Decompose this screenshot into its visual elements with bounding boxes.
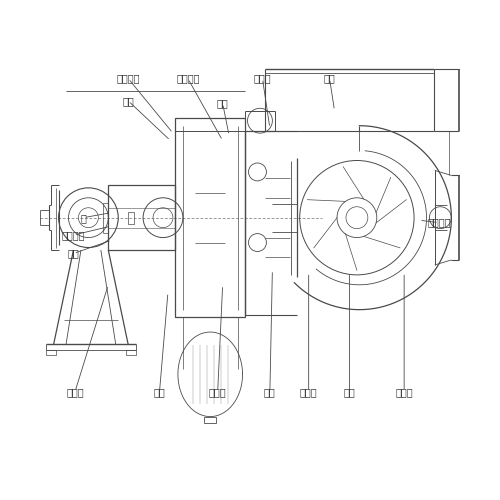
Text: 支架: 支架 — [154, 386, 166, 396]
Bar — [128, 212, 134, 224]
Text: 填料压盖: 填料压盖 — [176, 74, 200, 84]
Bar — [126, 350, 136, 356]
Text: 叶轮螺母: 叶轮螺母 — [427, 218, 450, 228]
Text: 后泵盖: 后泵盖 — [300, 386, 318, 396]
Text: 泵体: 泵体 — [324, 74, 336, 84]
Text: 轴承压盖: 轴承压盖 — [62, 230, 85, 240]
Text: 前泵盖: 前泵盖 — [396, 386, 413, 396]
Text: 轴: 轴 — [80, 212, 86, 222]
Bar — [108, 186, 176, 250]
Text: 副叶轮: 副叶轮 — [254, 74, 271, 84]
Text: 轴套: 轴套 — [264, 386, 276, 396]
Bar — [176, 118, 245, 317]
Text: 轴承: 轴承 — [122, 96, 134, 106]
Text: 轴承: 轴承 — [68, 248, 80, 258]
Text: 叶轮: 叶轮 — [344, 386, 355, 396]
Text: 轴承盒: 轴承盒 — [66, 386, 84, 396]
Text: 轴承压盖: 轴承压盖 — [116, 74, 140, 84]
Bar — [46, 350, 56, 356]
Bar — [204, 416, 216, 422]
Text: 填料: 填料 — [217, 98, 228, 108]
Text: 轴承箱: 轴承箱 — [209, 386, 226, 396]
